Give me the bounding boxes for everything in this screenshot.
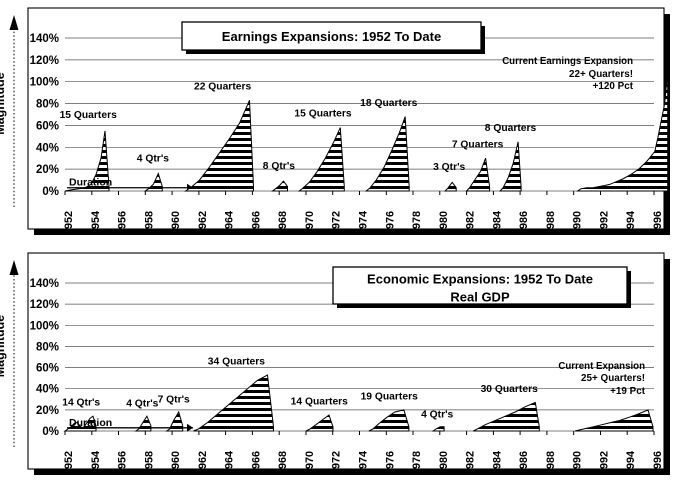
svg-text:1994: 1994 xyxy=(625,451,637,475)
svg-text:120%: 120% xyxy=(30,299,59,311)
svg-text:1974: 1974 xyxy=(358,211,370,235)
svg-text:8 Quarters: 8 Quarters xyxy=(485,123,537,134)
svg-text:Current Expansion: Current Expansion xyxy=(558,361,645,372)
svg-text:Real GDP: Real GDP xyxy=(450,290,510,305)
svg-text:30 Quarters: 30 Quarters xyxy=(481,384,539,395)
svg-text:1984: 1984 xyxy=(491,211,503,235)
svg-text:1978: 1978 xyxy=(411,451,423,475)
svg-text:18 Quarters: 18 Quarters xyxy=(360,98,418,109)
svg-text:19 Quarters: 19 Quarters xyxy=(361,391,419,402)
svg-text:40%: 40% xyxy=(36,142,59,154)
svg-text:1952: 1952 xyxy=(63,451,75,475)
svg-text:1970: 1970 xyxy=(304,451,316,475)
svg-text:1976: 1976 xyxy=(384,211,396,235)
svg-text:1958: 1958 xyxy=(143,451,155,475)
svg-text:1968: 1968 xyxy=(277,211,289,235)
svg-text:100%: 100% xyxy=(30,77,59,89)
svg-text:1956: 1956 xyxy=(117,211,129,235)
svg-text:1980: 1980 xyxy=(438,451,450,475)
svg-text:20%: 20% xyxy=(36,405,59,417)
svg-text:1976: 1976 xyxy=(384,451,396,475)
svg-text:1966: 1966 xyxy=(250,211,262,235)
svg-text:4 Qtr's: 4 Qtr's xyxy=(137,154,169,165)
svg-text:1954: 1954 xyxy=(90,451,102,475)
svg-text:80%: 80% xyxy=(36,99,59,111)
svg-text:1952: 1952 xyxy=(63,211,75,235)
svg-text:1956: 1956 xyxy=(117,451,129,475)
svg-text:1968: 1968 xyxy=(277,451,289,475)
svg-text:1970: 1970 xyxy=(304,211,316,235)
svg-text:1992: 1992 xyxy=(599,451,611,475)
svg-text:1964: 1964 xyxy=(224,211,236,235)
svg-text:60%: 60% xyxy=(36,120,59,132)
svg-text:Magnitude: Magnitude xyxy=(0,72,7,135)
svg-text:15 Quarters: 15 Quarters xyxy=(60,110,118,121)
svg-text:0%: 0% xyxy=(42,186,59,198)
svg-text:1982: 1982 xyxy=(465,451,477,475)
svg-text:3 Qtr's: 3 Qtr's xyxy=(433,162,465,173)
svg-text:120%: 120% xyxy=(30,55,59,67)
svg-text:1996: 1996 xyxy=(652,211,664,235)
svg-text:1974: 1974 xyxy=(358,451,370,475)
svg-text:15 Quarters: 15 Quarters xyxy=(294,109,352,120)
svg-text:1954: 1954 xyxy=(90,211,102,235)
svg-text:1960: 1960 xyxy=(170,451,182,475)
svg-text:1986: 1986 xyxy=(518,451,530,475)
svg-text:Earnings Expansions: 1952 To D: Earnings Expansions: 1952 To Date xyxy=(222,29,441,44)
svg-text:1990: 1990 xyxy=(572,211,584,235)
svg-text:14 Quarters: 14 Quarters xyxy=(291,397,349,408)
svg-text:Duration: Duration xyxy=(69,417,112,429)
svg-text:1978: 1978 xyxy=(411,211,423,235)
svg-text:1958: 1958 xyxy=(143,211,155,235)
svg-text:1980: 1980 xyxy=(438,211,450,235)
svg-text:60%: 60% xyxy=(36,363,59,375)
svg-text:0%: 0% xyxy=(42,426,59,438)
svg-text:1972: 1972 xyxy=(331,211,343,235)
svg-text:1994: 1994 xyxy=(625,211,637,235)
svg-text:1990: 1990 xyxy=(572,451,584,475)
svg-text:25+ Quarters!: 25+ Quarters! xyxy=(581,373,645,384)
svg-text:+19 Pct: +19 Pct xyxy=(610,386,646,397)
svg-text:1988: 1988 xyxy=(545,211,557,235)
svg-text:1972: 1972 xyxy=(331,451,343,475)
svg-text:Duration: Duration xyxy=(69,177,112,189)
svg-text:14 Qtr's: 14 Qtr's xyxy=(62,398,100,409)
svg-text:20%: 20% xyxy=(36,164,59,176)
svg-text:Current Earnings Expansion: Current Earnings Expansion xyxy=(502,56,633,67)
svg-text:100%: 100% xyxy=(30,320,59,332)
svg-text:1988: 1988 xyxy=(545,451,557,475)
svg-text:7 Qtr's: 7 Qtr's xyxy=(158,395,190,406)
svg-text:1992: 1992 xyxy=(599,211,611,235)
svg-text:1982: 1982 xyxy=(465,211,477,235)
svg-text:7 Quarters: 7 Quarters xyxy=(452,139,504,150)
svg-text:140%: 140% xyxy=(30,33,59,45)
svg-text:80%: 80% xyxy=(36,341,59,353)
svg-text:8 Qtr's: 8 Qtr's xyxy=(263,161,295,172)
svg-text:Economic Expansions: 1952 To D: Economic Expansions: 1952 To Date xyxy=(367,272,593,287)
svg-text:22 Quarters: 22 Quarters xyxy=(194,81,252,92)
svg-text:1964: 1964 xyxy=(224,451,236,475)
svg-text:1962: 1962 xyxy=(197,451,209,475)
svg-text:4 Qtr's: 4 Qtr's xyxy=(126,399,158,410)
svg-text:1960: 1960 xyxy=(170,211,182,235)
svg-text:22+ Quarters!: 22+ Quarters! xyxy=(569,69,633,80)
svg-text:1962: 1962 xyxy=(197,211,209,235)
svg-text:4 Qtr's: 4 Qtr's xyxy=(421,409,453,420)
svg-text:140%: 140% xyxy=(30,278,59,290)
svg-text:1996: 1996 xyxy=(652,451,664,475)
svg-text:40%: 40% xyxy=(36,384,59,396)
svg-text:1984: 1984 xyxy=(491,451,503,475)
svg-text:1986: 1986 xyxy=(518,211,530,235)
svg-text:Magnitude: Magnitude xyxy=(0,315,7,378)
svg-text:34 Quarters: 34 Quarters xyxy=(208,356,266,367)
svg-text:+120 Pct: +120 Pct xyxy=(593,81,634,92)
svg-text:1966: 1966 xyxy=(250,451,262,475)
